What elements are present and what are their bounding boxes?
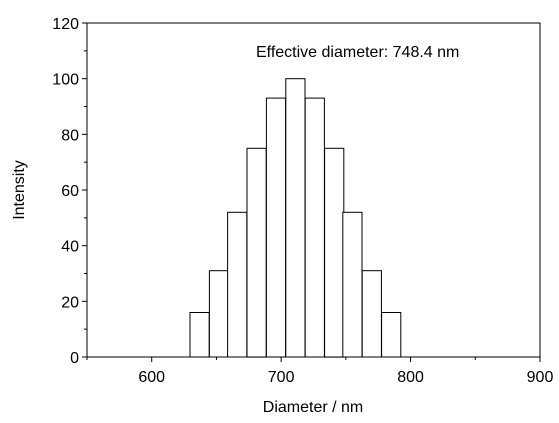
bar [381, 312, 402, 358]
y-tick-label: 0 [70, 350, 79, 367]
bar [208, 270, 230, 358]
bars-group [189, 78, 402, 358]
y-tick-label: 60 [61, 183, 79, 200]
bar [265, 97, 287, 358]
bar [304, 97, 325, 358]
y-tick-label: 40 [61, 239, 79, 256]
bar [227, 211, 248, 358]
bar [361, 270, 382, 358]
bar [342, 211, 363, 358]
bar [246, 147, 267, 358]
x-tick-label: 800 [397, 369, 424, 386]
y-tick-label: 100 [52, 72, 79, 89]
bar [324, 147, 345, 358]
x-axis-label: Diameter / nm [263, 399, 363, 416]
x-tick-label: 700 [268, 369, 295, 386]
y-axis-label: Intensity [11, 160, 28, 220]
y-tick-label: 80 [61, 127, 79, 144]
bar [189, 312, 210, 358]
x-axis-ticks: 600 700 800 900 [86, 357, 554, 386]
annotation-effective-diameter: Effective diameter: 748.4 nm [256, 44, 459, 61]
y-tick-label: 20 [61, 294, 79, 311]
y-tick-label: 120 [52, 16, 79, 33]
bar [285, 78, 306, 358]
x-tick-label: 900 [527, 369, 554, 386]
x-tick-label: 600 [138, 369, 165, 386]
y-axis-ticks: 0 20 40 60 80 100 120 [52, 16, 87, 367]
